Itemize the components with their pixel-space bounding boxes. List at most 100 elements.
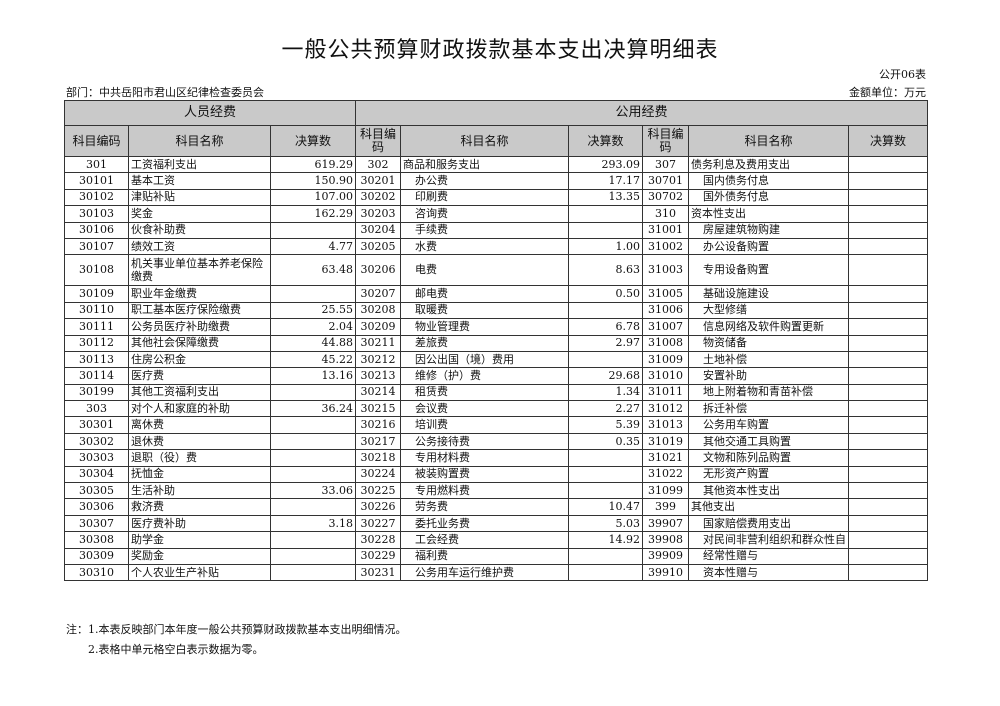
cell-code: 31021 bbox=[642, 449, 689, 467]
cell-amount bbox=[568, 547, 643, 565]
cell-amount: 3.18 bbox=[270, 514, 356, 533]
cell-amount bbox=[848, 334, 928, 352]
cell-amount bbox=[270, 285, 356, 303]
cell-name: 职业年金缴费 bbox=[128, 285, 271, 303]
cell-amount: 162.29 bbox=[270, 205, 356, 223]
cell-amount bbox=[568, 563, 643, 582]
cell-name: 伙食补助费 bbox=[128, 221, 271, 239]
cell-name: 取暖费 bbox=[400, 301, 569, 320]
cell-code: 30218 bbox=[355, 449, 401, 467]
cell-code: 30217 bbox=[355, 432, 401, 451]
cell-code: 30229 bbox=[355, 547, 401, 565]
cell-amount: 14.92 bbox=[568, 531, 643, 549]
table-row: 30310 个人农业生产补贴 30231 公务用车运行维护费 39910 资本性赠与 bbox=[64, 563, 928, 582]
cell-amount: 13.16 bbox=[270, 367, 356, 385]
cell-code: 30215 bbox=[355, 400, 401, 418]
cell-amount: 1.00 bbox=[568, 237, 643, 256]
cell-name: 公务员医疗补助缴费 bbox=[128, 318, 271, 336]
cell-amount bbox=[848, 188, 928, 207]
cell-code: 30214 bbox=[355, 383, 401, 402]
cell-code: 31011 bbox=[642, 383, 689, 402]
cell-amount bbox=[270, 563, 356, 582]
cell-name: 抚恤金 bbox=[128, 465, 271, 484]
table-row: 30107 绩效工资 4.77 30205 水费 1.00 31002 办公设备购置 bbox=[64, 237, 928, 256]
cell-amount bbox=[270, 383, 356, 402]
cell-amount: 6.78 bbox=[568, 318, 643, 336]
cell-code: 30110 bbox=[64, 301, 129, 320]
table-row: 30112 其他社会保障缴费 44.88 30211 差旅费 2.97 31008 物资储备 bbox=[64, 334, 928, 352]
cell-amount bbox=[568, 221, 643, 239]
cell-amount: 2.27 bbox=[568, 400, 643, 418]
cell-code: 30107 bbox=[64, 237, 129, 256]
column-header-name: 科目名称 bbox=[688, 125, 849, 157]
cell-amount bbox=[848, 237, 928, 256]
cell-name: 奖励金 bbox=[128, 547, 271, 565]
cell-amount bbox=[848, 563, 928, 582]
cell-code: 30205 bbox=[355, 237, 401, 256]
cell-code: 39909 bbox=[642, 547, 689, 565]
cell-amount: 17.17 bbox=[568, 172, 643, 190]
cell-amount bbox=[568, 465, 643, 484]
cell-code: 30101 bbox=[64, 172, 129, 190]
cell-amount: 8.63 bbox=[568, 254, 643, 287]
table-row: 301 工资福利支出 619.29 302 商品和服务支出 293.09 307 债务利息及费… bbox=[64, 155, 928, 174]
column-header-amount: 决算数 bbox=[270, 125, 356, 157]
cell-code: 31001 bbox=[642, 221, 689, 239]
cell-code: 30227 bbox=[355, 514, 401, 533]
table-row: 30110 职工基本医疗保险缴费 25.55 30208 取暖费 31006 大型修缮 bbox=[64, 301, 928, 320]
cell-name: 差旅费 bbox=[400, 334, 569, 352]
cell-amount bbox=[848, 383, 928, 402]
cell-amount bbox=[848, 416, 928, 434]
cell-amount bbox=[270, 465, 356, 484]
cell-amount bbox=[848, 155, 928, 174]
cell-name: 国外债务付息 bbox=[688, 188, 849, 207]
cell-name: 基本工资 bbox=[128, 172, 271, 190]
cell-name: 物业管理费 bbox=[400, 318, 569, 336]
cell-amount bbox=[270, 547, 356, 565]
note-2: 2.表格中单元格空白表示数据为零。 bbox=[88, 643, 264, 656]
cell-amount: 36.24 bbox=[270, 400, 356, 418]
cell-amount bbox=[848, 514, 928, 533]
table-row: 30106 伙食补助费 30204 手续费 31001 房屋建筑物购建 bbox=[64, 221, 928, 239]
cell-amount bbox=[848, 254, 928, 287]
cell-amount bbox=[848, 547, 928, 565]
cell-amount bbox=[568, 449, 643, 467]
cell-name: 土地补偿 bbox=[688, 350, 849, 369]
cell-name: 其他交通工具购置 bbox=[688, 432, 849, 451]
cell-name: 对个人和家庭的补助 bbox=[128, 400, 271, 418]
cell-code: 30212 bbox=[355, 350, 401, 369]
cell-code: 31002 bbox=[642, 237, 689, 256]
cell-code: 31022 bbox=[642, 465, 689, 484]
cell-name: 对民间非营利组织和群众性自 bbox=[688, 531, 849, 549]
cell-amount bbox=[568, 482, 643, 500]
cell-amount: 619.29 bbox=[270, 155, 356, 174]
cell-amount bbox=[270, 432, 356, 451]
cell-code: 30307 bbox=[64, 514, 129, 533]
cell-code: 30211 bbox=[355, 334, 401, 352]
cell-name: 债务利息及费用支出 bbox=[688, 155, 849, 174]
cell-amount bbox=[848, 400, 928, 418]
cell-name: 会议费 bbox=[400, 400, 569, 418]
cell-amount bbox=[270, 498, 356, 516]
cell-name: 办公设备购置 bbox=[688, 237, 849, 256]
cell-code: 30225 bbox=[355, 482, 401, 500]
cell-code: 303 bbox=[64, 400, 129, 418]
cell-name: 其他社会保障缴费 bbox=[128, 334, 271, 352]
note-1: 注：1.本表反映部门本年度一般公共预算财政拨款基本支出明细情况。 bbox=[66, 623, 407, 636]
cell-name: 培训费 bbox=[400, 416, 569, 434]
cell-name: 奖金 bbox=[128, 205, 271, 223]
cell-name: 公务接待费 bbox=[400, 432, 569, 451]
cell-code: 307 bbox=[642, 155, 689, 174]
column-header-code: 科目编码 bbox=[64, 125, 129, 157]
cell-code: 30701 bbox=[642, 172, 689, 190]
cell-name: 资本性赠与 bbox=[688, 563, 849, 582]
cell-amount bbox=[848, 350, 928, 369]
cell-amount: 107.00 bbox=[270, 188, 356, 207]
cell-code: 30309 bbox=[64, 547, 129, 565]
cell-code: 310 bbox=[642, 205, 689, 223]
cell-amount bbox=[270, 531, 356, 549]
cell-name: 被装购置费 bbox=[400, 465, 569, 484]
cell-name: 工资福利支出 bbox=[128, 155, 271, 174]
table-row: 303 对个人和家庭的补助 36.24 30215 会议费 2.27 31012 拆迁补偿 bbox=[64, 400, 928, 418]
